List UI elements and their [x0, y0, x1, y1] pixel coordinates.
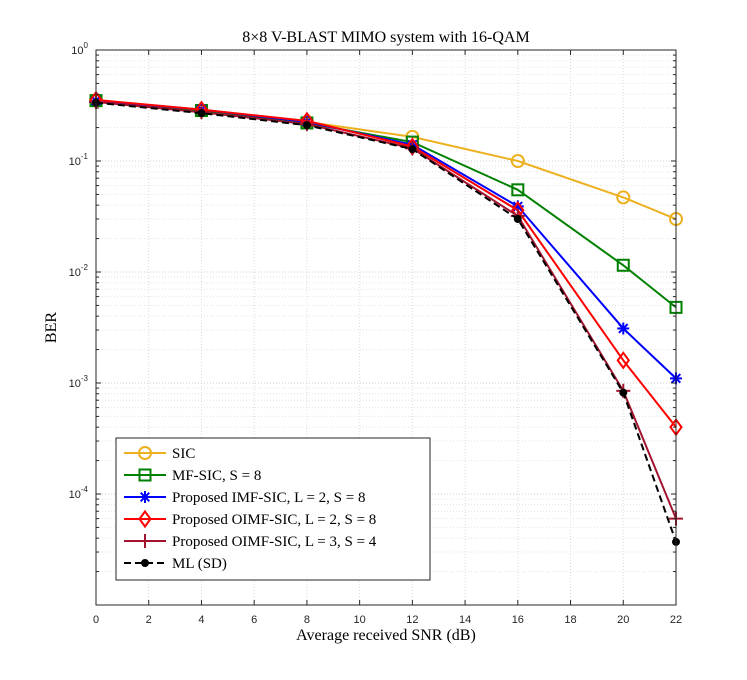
legend-label: SIC: [172, 446, 195, 462]
series-6: [92, 98, 680, 546]
x-tick-label: 14: [459, 614, 471, 626]
marker-square: [511, 183, 525, 197]
marker-shape: [141, 559, 149, 567]
marker-dot: [408, 145, 417, 154]
marker-diamond: [138, 509, 152, 529]
marker-shape: [511, 183, 525, 197]
x-tick-label: 20: [617, 614, 629, 626]
marker-shape: [302, 121, 311, 130]
marker-dot: [141, 559, 149, 567]
marker-shape: [197, 109, 206, 118]
chart-title: 8×8 V-BLAST MIMO system with 16-QAM: [242, 29, 529, 46]
ticks: 0 2 4 6 8 10 12 14 16 18 20 22 100 10-1 10-2 10-3 10-4: [69, 41, 683, 626]
x-tick-label: 10: [354, 614, 366, 626]
legend-item: SIC: [124, 446, 195, 462]
legend-item: Proposed IMF-SIC, L = 2, S = 8: [124, 490, 365, 506]
marker-square: [138, 468, 152, 482]
marker-circle: [616, 190, 631, 205]
marker-shape: [138, 509, 152, 529]
x-tick-label: 18: [564, 614, 576, 626]
y-axis-label: BER: [43, 312, 60, 343]
marker-asterisk: [139, 491, 151, 503]
marker-shape: [619, 388, 628, 397]
legend-box: [115, 437, 431, 581]
legend: SIC MF-SIC, S = 8 Proposed IMF-SIC, L = 2,…: [115, 437, 431, 581]
marker-shape: [138, 446, 152, 460]
marker-circle: [138, 446, 152, 460]
legend-label: Proposed OIMF-SIC, L = 3, S = 4: [172, 534, 377, 550]
marker-asterisk: [617, 322, 630, 335]
legend-label: ML (SD): [172, 556, 227, 572]
marker-dot: [513, 215, 522, 224]
marker-dot: [197, 109, 206, 118]
legend-item: Proposed OIMF-SIC, L = 3, S = 4: [124, 534, 377, 550]
marker-shape: [510, 154, 525, 168]
marker-dot: [619, 388, 628, 397]
legend-item: MF-SIC, S = 8: [124, 468, 261, 484]
x-tick-label: 22: [670, 614, 682, 626]
marker-shape: [138, 468, 152, 482]
legend-label: Proposed OIMF-SIC, L = 2, S = 8: [172, 512, 376, 528]
marker-plus: [138, 534, 152, 548]
marker-shape: [513, 215, 522, 224]
marker-stroke: [618, 323, 629, 334]
x-tick-label: 0: [93, 614, 99, 626]
marker-shape: [616, 351, 631, 370]
legend-item: Proposed OIMF-SIC, L = 2, S = 8: [124, 509, 376, 529]
marker-diamond: [616, 351, 631, 370]
x-axis-label: Average received SNR (dB): [296, 627, 476, 644]
y-tick-label: 10-4: [69, 485, 89, 501]
y-tick-label: 10-3: [69, 374, 89, 390]
marker-shape: [408, 145, 417, 154]
marker-shape: [616, 258, 630, 272]
marker-square: [616, 258, 630, 272]
y-tick-label: 100: [71, 41, 88, 57]
y-tick-label: 10-1: [69, 152, 89, 168]
x-tick-label: 12: [406, 614, 418, 626]
x-tick-label: 2: [146, 614, 152, 626]
marker-stroke: [139, 491, 151, 503]
x-tick-label: 6: [251, 614, 257, 626]
legend-label: Proposed IMF-SIC, L = 2, S = 8: [172, 490, 365, 506]
axes-box: [95, 49, 677, 606]
x-tick-label: 8: [304, 614, 310, 626]
marker-shape: [616, 190, 631, 205]
y-tick-label: 10-2: [69, 263, 89, 279]
legend-item: ML (SD): [124, 556, 227, 572]
x-tick-label: 16: [512, 614, 524, 626]
series-layer: [89, 90, 683, 546]
legend-label: MF-SIC, S = 8: [172, 468, 261, 484]
marker-dot: [302, 121, 311, 130]
marker-circle: [510, 154, 525, 168]
x-tick-label: 4: [198, 614, 204, 626]
